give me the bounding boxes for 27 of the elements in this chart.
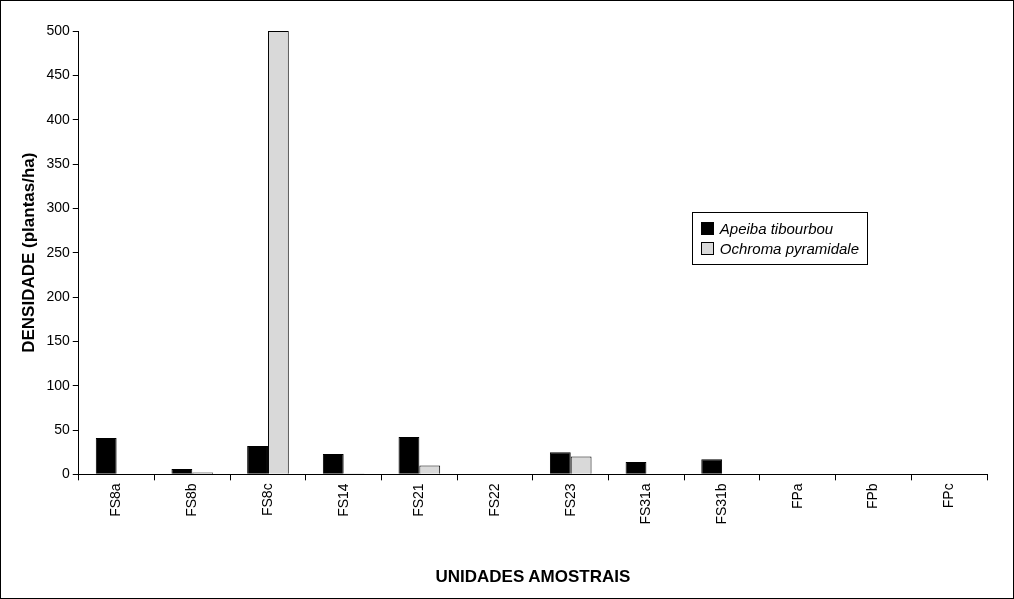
x-tick-label: FPc	[940, 483, 957, 509]
x-tick-label: FS31a	[637, 483, 654, 525]
x-tick-label: FS8b	[183, 483, 200, 517]
x-tick-label: FS21	[410, 483, 427, 517]
x-tick-label: FS14	[334, 483, 351, 517]
x-tick-label: FS8a	[107, 483, 124, 517]
y-tick-label: 500	[46, 21, 70, 38]
y-tick-label: 150	[46, 332, 70, 349]
x-tick-label: FS31b	[712, 483, 729, 525]
y-tick-label: 400	[46, 110, 70, 127]
legend-label: Ochroma pyramidale	[719, 240, 859, 257]
y-tick-label: 450	[46, 66, 70, 83]
y-tick-label: 100	[46, 376, 70, 393]
y-tick-label: 0	[61, 465, 70, 482]
x-tick-label: FS8c	[258, 483, 275, 517]
y-tick-label: 350	[46, 154, 70, 171]
y-tick-label: 300	[46, 199, 70, 216]
x-tick-label: FPa	[788, 483, 805, 510]
y-tick-label: 250	[46, 243, 70, 260]
x-axis-title: UNIDADES AMOSTRAIS	[435, 567, 631, 587]
x-tick-label: FPb	[864, 483, 881, 510]
x-tick-label: FS23	[561, 483, 578, 517]
legend-label: Apeiba tibourbou	[719, 220, 834, 237]
y-axis-title: DENSIDADE (plantas/ha)	[18, 152, 38, 353]
x-tick-label: FS22	[485, 483, 502, 517]
y-tick-label: 200	[46, 287, 70, 304]
y-tick-label: 50	[54, 420, 70, 437]
